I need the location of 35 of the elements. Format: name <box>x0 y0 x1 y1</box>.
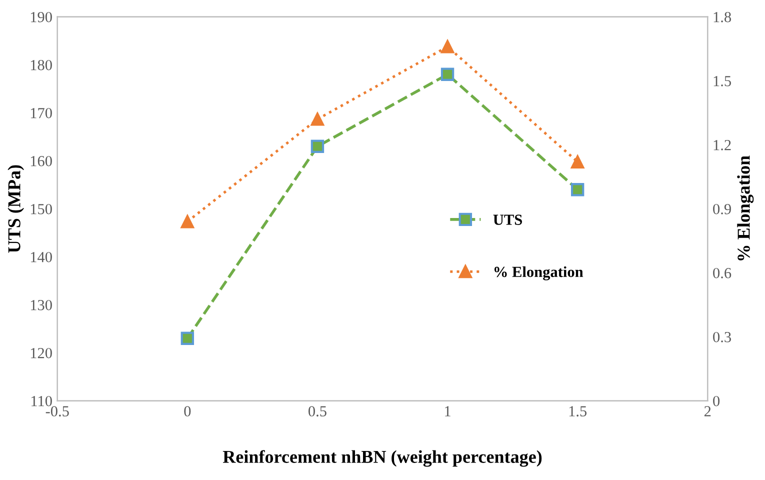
point <box>310 112 324 126</box>
y-tick-label: 110 <box>32 396 52 406</box>
y-tick-label: 160 <box>30 156 52 166</box>
legend-label: UTS <box>493 214 522 225</box>
y-tick-label: 150 <box>30 204 52 214</box>
y-axis-title: UTS (MPa) <box>8 165 24 253</box>
point <box>570 183 584 196</box>
x-tick-label: -0.5 <box>46 406 69 416</box>
point <box>440 68 454 81</box>
point <box>310 140 324 153</box>
y-tick-label: 120 <box>30 348 52 358</box>
y2-tick-label: 0.6 <box>713 268 732 278</box>
y2-tick-label: 0.9 <box>713 204 731 214</box>
x-tick-label: 1 <box>445 406 450 416</box>
y-tick-label: 130 <box>30 300 52 310</box>
y2-tick-label: 0.3 <box>713 332 731 342</box>
y2-tick-label: 0 <box>713 396 720 406</box>
y-tick-label: 190 <box>30 12 52 22</box>
point <box>180 215 194 228</box>
x-tick-label: 1.5 <box>569 406 587 416</box>
x-tick-label: 2 <box>704 406 711 416</box>
y2-tick-label: 1.5 <box>714 76 731 86</box>
y2-tick-label: 1.2 <box>714 140 731 150</box>
y2-axis-title: % Elongation <box>737 156 754 260</box>
x-tick-label: 0.5 <box>308 406 326 416</box>
x-axis-title: Reinforcement nhBN (weight percentage) <box>222 450 542 467</box>
point <box>180 332 194 345</box>
y-tick-label: 170 <box>30 108 52 118</box>
legend-label: % Elongation <box>494 266 584 280</box>
x-tick-label: 0 <box>184 406 191 416</box>
point <box>570 155 584 168</box>
y-tick-label: 140 <box>30 252 52 262</box>
point <box>440 40 454 54</box>
y-tick-label: 180 <box>30 60 52 70</box>
y2-tick-label: 1.8 <box>714 12 731 22</box>
